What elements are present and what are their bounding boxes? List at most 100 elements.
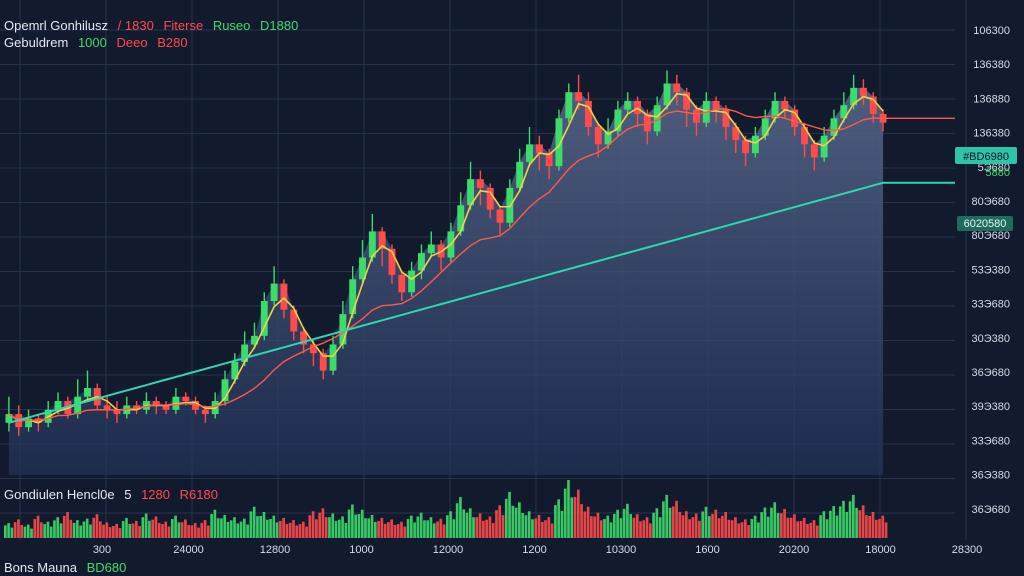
volume-bar <box>491 522 495 538</box>
footer-legend: Bons Mauna BD680 <box>4 560 132 575</box>
volume-bar <box>688 519 691 538</box>
volume-bar <box>239 521 243 538</box>
volume-bar <box>845 511 849 538</box>
volume-bar <box>220 518 223 538</box>
candle-body <box>840 105 848 119</box>
volume-bar <box>865 515 868 538</box>
volume-bar <box>612 513 616 538</box>
volume-bar <box>629 514 633 538</box>
volume-bar <box>439 518 443 538</box>
volume-bar <box>246 524 249 538</box>
volume-legend: Gondiulen Hencl0e 5 1280 R6180 <box>4 487 224 502</box>
volume-bar <box>858 510 862 538</box>
candle-body <box>339 314 347 345</box>
candle-body <box>791 109 799 127</box>
volume-bar <box>66 511 69 538</box>
volume-bar <box>390 519 394 538</box>
current-price-tag-text: #BD6980 <box>963 151 1009 163</box>
volume-bar <box>85 518 89 538</box>
volume-bar <box>504 498 508 538</box>
volume-bar <box>141 517 145 538</box>
volume-bar <box>622 508 626 538</box>
candle-body <box>378 231 386 249</box>
volume-bar <box>576 489 580 538</box>
volume-bar <box>197 527 200 538</box>
volume-bar <box>426 520 430 538</box>
x-tick-label: 1600 <box>695 544 719 556</box>
volume-bar <box>881 515 885 538</box>
volume-bar <box>112 525 115 538</box>
volume-bar <box>848 501 852 538</box>
volume-bar <box>874 519 878 538</box>
candle-body <box>231 361 239 380</box>
current-price-tag-box <box>955 147 1017 164</box>
volume-bar <box>383 523 387 538</box>
volume-bar <box>259 515 263 538</box>
candle-body <box>535 144 543 154</box>
volume-bar <box>878 519 881 538</box>
volume-bar <box>570 497 574 538</box>
volume-bar <box>347 509 351 538</box>
volume-bar <box>387 522 390 538</box>
candle-body <box>467 179 474 206</box>
volume-bar <box>13 522 17 538</box>
volume-bar <box>256 516 259 538</box>
volume-bar <box>671 506 675 538</box>
volume-bar <box>740 522 744 538</box>
volume-bar <box>495 510 498 538</box>
volume-bar <box>554 505 557 538</box>
volume-bar <box>590 516 593 538</box>
volume-bar <box>871 511 875 538</box>
candle-body <box>869 96 877 114</box>
volume-bar <box>455 503 459 538</box>
candle-body <box>810 144 818 158</box>
volume-bar <box>436 521 439 538</box>
y-tick-label: 36Э380 <box>972 470 1011 482</box>
candle-body <box>781 100 789 110</box>
candle-body <box>192 401 199 410</box>
volume-bar <box>783 509 786 538</box>
volume-bar <box>825 519 829 538</box>
volume-bar <box>851 494 855 538</box>
volume-bar <box>596 512 600 538</box>
volume-legend-label: Gondiulen Hencl0e <box>4 487 115 502</box>
volume-bar <box>829 510 832 538</box>
volume-bar <box>105 522 109 538</box>
volume-bar <box>632 517 636 538</box>
ma-mid-line <box>8 108 955 422</box>
volume-bar <box>285 523 289 538</box>
volume-bar <box>177 522 181 538</box>
candle-body <box>309 344 317 354</box>
x-tick-label: 24000 <box>173 544 204 556</box>
y-axis: 106300 136380 136880 136380 5Э680 80Э680 80Э68… <box>972 25 1011 516</box>
volume-bar <box>380 517 384 538</box>
candle-body <box>280 283 288 310</box>
volume-bar <box>148 520 151 538</box>
volume-bar <box>527 511 531 538</box>
volume-bar <box>514 507 518 538</box>
volume-bar <box>377 520 380 538</box>
candle-body <box>584 100 592 127</box>
candle-body <box>575 92 583 101</box>
x-tick-label: 20200 <box>779 544 810 556</box>
volume-bar <box>475 517 479 538</box>
volume-bar <box>82 521 86 538</box>
volume-bar <box>305 526 308 538</box>
volume-bar <box>144 513 148 538</box>
volume-bar <box>243 518 246 538</box>
candle-body <box>624 100 632 110</box>
volume-bar <box>344 522 348 538</box>
legend-line-1-label: Opemrl Gonhilusz <box>4 18 109 33</box>
volume-bar <box>796 521 799 538</box>
volume-bar <box>30 528 33 538</box>
volume-bar <box>301 521 305 538</box>
x-axis: 300 24000 12800 1000 12000 1200 10300 1600 20200… <box>93 544 982 556</box>
volume-bar <box>459 497 462 538</box>
volume-bar <box>662 501 665 538</box>
candle-body <box>408 270 416 293</box>
volume-bar <box>56 517 60 538</box>
volume-bar <box>498 505 502 538</box>
candle-body <box>221 379 229 402</box>
candle-body <box>604 131 612 145</box>
